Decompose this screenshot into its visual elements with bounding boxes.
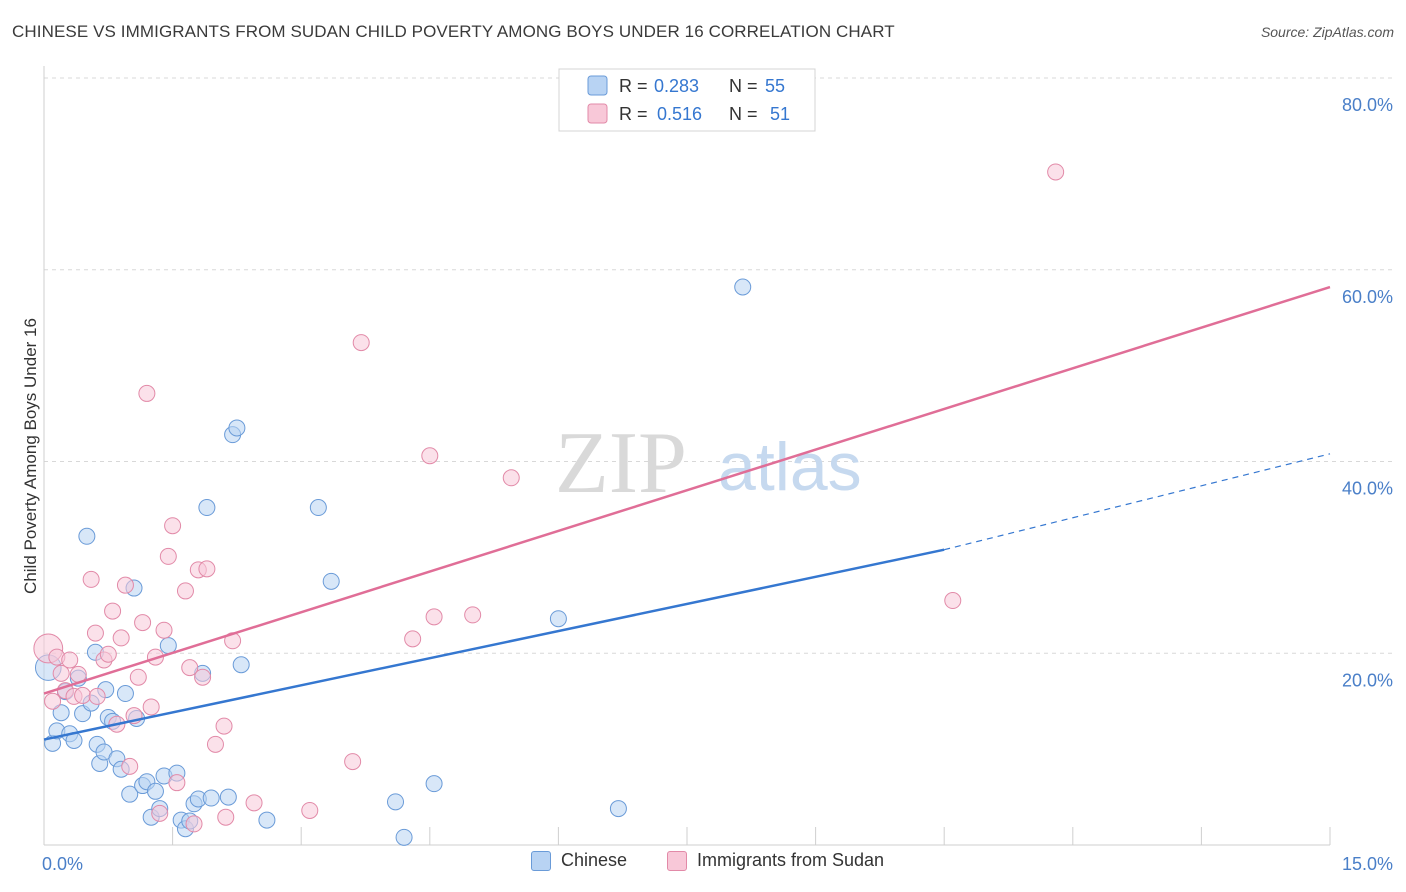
chinese-point bbox=[78, 527, 96, 545]
chinese-point bbox=[549, 610, 567, 628]
legend-r-value-sudan: 0.516 bbox=[657, 104, 702, 124]
sudan-point bbox=[116, 576, 134, 594]
sudan-point bbox=[142, 698, 160, 716]
sudan-point bbox=[181, 659, 199, 677]
chinese-point bbox=[146, 782, 164, 800]
axes bbox=[43, 66, 1330, 846]
chinese-point bbox=[322, 572, 340, 590]
chinese-point bbox=[425, 775, 443, 793]
sudan-point bbox=[104, 602, 122, 620]
sudan-point bbox=[245, 794, 263, 812]
legend-r-value-chinese: 0.283 bbox=[654, 76, 699, 96]
chinese-point bbox=[202, 789, 220, 807]
legend-n-label: N = bbox=[729, 104, 758, 124]
y-tick-label: 80.0% bbox=[1342, 95, 1393, 115]
sudan-point bbox=[44, 692, 62, 710]
chinese-point bbox=[258, 811, 276, 829]
sudan-point bbox=[215, 717, 233, 735]
chinese-point bbox=[198, 499, 216, 517]
legend-swatch-chinese bbox=[587, 75, 608, 96]
sudan-point bbox=[134, 614, 152, 632]
sudan-point bbox=[112, 629, 130, 647]
chinese-point bbox=[609, 800, 627, 818]
legend-r-label: R = bbox=[619, 76, 648, 96]
chinese-point bbox=[387, 793, 405, 811]
legend-n-label: N = bbox=[729, 76, 758, 96]
chinese-point bbox=[309, 499, 327, 517]
y-tick-label: 40.0% bbox=[1342, 479, 1393, 499]
sudan-point bbox=[502, 469, 520, 487]
sudan-point bbox=[301, 801, 319, 819]
sudan-point bbox=[352, 334, 370, 352]
sudan-point bbox=[344, 753, 362, 771]
sudan-point bbox=[129, 668, 147, 686]
sudan-point bbox=[198, 560, 216, 578]
sudan-point bbox=[164, 517, 182, 535]
legend-r-label: R = bbox=[619, 104, 648, 124]
sudan-point bbox=[121, 757, 139, 775]
chinese-point bbox=[121, 785, 139, 803]
y-tick-label: 60.0% bbox=[1342, 287, 1393, 307]
watermark-zip: ZIP bbox=[555, 415, 687, 512]
legend-item-chinese[interactable]: Chinese bbox=[531, 850, 627, 871]
chart-title: CHINESE VS IMMIGRANTS FROM SUDAN CHILD P… bbox=[12, 22, 895, 41]
sudan-point bbox=[421, 447, 439, 465]
sudan-point bbox=[944, 592, 962, 610]
chinese-point bbox=[116, 685, 134, 703]
chinese-point bbox=[228, 419, 246, 437]
sudan-point bbox=[185, 815, 203, 833]
legend-label-sudan: Immigrants from Sudan bbox=[697, 850, 885, 870]
chinese-point bbox=[219, 788, 237, 806]
y-tick-label: 20.0% bbox=[1342, 670, 1393, 690]
sudan-point bbox=[194, 668, 212, 686]
trend-lines bbox=[43, 285, 1331, 741]
sudan-point bbox=[1047, 163, 1065, 181]
chinese-point bbox=[52, 704, 70, 722]
sudan-point bbox=[464, 606, 482, 624]
sudan-point bbox=[404, 630, 422, 648]
bottom-legend: Chinese Immigrants from Sudan bbox=[0, 850, 1406, 880]
series-chinese bbox=[34, 278, 752, 846]
sudan-point bbox=[52, 664, 70, 682]
y-axis-label: Child Poverty Among Boys Under 16 bbox=[21, 318, 40, 594]
top-legend: R = 0.283 N = 55 R = 0.516 N = 51 bbox=[558, 68, 816, 132]
sudan-point bbox=[217, 808, 235, 826]
sudan-point bbox=[61, 651, 79, 669]
source-credit: Source: ZipAtlas.com bbox=[1260, 24, 1394, 40]
sudan-point bbox=[151, 804, 169, 822]
watermark-atlas: atlas bbox=[718, 429, 862, 505]
legend-n-value-chinese: 55 bbox=[765, 76, 785, 96]
series-sudan bbox=[33, 163, 1065, 833]
trend-line-chinese-extension bbox=[944, 453, 1331, 551]
sudan-point bbox=[88, 687, 106, 705]
chinese-point bbox=[232, 656, 250, 674]
sudan-point bbox=[206, 735, 224, 753]
tick-labels: 20.0% 40.0% 60.0% 80.0% 0.0% 15.0% bbox=[42, 95, 1393, 874]
sudan-point bbox=[138, 384, 156, 402]
sudan-point bbox=[86, 624, 104, 642]
legend-swatch-sudan bbox=[587, 103, 608, 124]
sudan-point bbox=[425, 608, 443, 626]
trend-line-chinese bbox=[43, 548, 945, 741]
sudan-point bbox=[82, 570, 100, 588]
sudan-point bbox=[99, 645, 117, 663]
sudan-point bbox=[159, 547, 177, 565]
sudan-point bbox=[74, 686, 92, 704]
legend-swatch-sudan bbox=[667, 850, 687, 871]
legend-label-chinese: Chinese bbox=[561, 850, 628, 870]
sudan-point bbox=[176, 582, 194, 600]
chinese-point bbox=[395, 828, 413, 846]
chinese-point bbox=[734, 278, 752, 296]
legend-n-value-sudan: 51 bbox=[770, 104, 790, 124]
sudan-point bbox=[155, 621, 173, 639]
watermark: ZIP atlas bbox=[555, 415, 862, 512]
legend-item-sudan[interactable]: Immigrants from Sudan bbox=[667, 850, 884, 871]
legend-swatch-chinese bbox=[531, 850, 551, 871]
trend-line-sudan bbox=[43, 285, 1331, 695]
sudan-point bbox=[168, 774, 186, 792]
x-tick-label: 0.0% bbox=[42, 854, 83, 874]
gridlines bbox=[44, 77, 1392, 845]
x-tick-label: 15.0% bbox=[1342, 854, 1393, 874]
